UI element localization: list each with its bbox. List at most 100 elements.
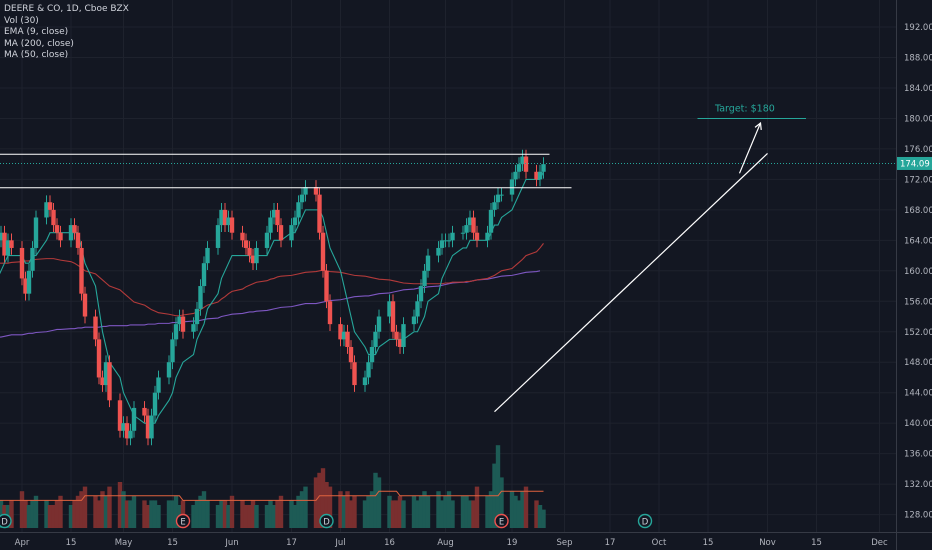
candle-body [19, 247, 25, 279]
candle-body [474, 232, 480, 241]
volume-bar [131, 495, 137, 528]
volume-bar [341, 495, 347, 528]
candle-body [492, 202, 497, 210]
candle-body [2, 232, 7, 256]
volume-bar [436, 491, 441, 528]
candle-body [317, 194, 322, 233]
candle-body [537, 171, 543, 180]
candle-body [324, 270, 329, 302]
indicator-ema[interactable]: EMA (9, close) [4, 27, 69, 37]
volume-bar [0, 500, 4, 528]
volume-bar [485, 495, 490, 528]
candle-body [366, 362, 371, 378]
volume-bar [9, 500, 14, 528]
volume-bar [460, 495, 466, 528]
x-tick-label: 15 [703, 538, 714, 548]
volume-bar [82, 486, 88, 528]
candle-body [250, 255, 256, 264]
candle-body [488, 209, 494, 233]
candle-body [75, 232, 81, 248]
volume-bar [75, 495, 81, 528]
volume-bar [145, 505, 151, 528]
candle-body [369, 346, 375, 363]
candle-body [394, 331, 399, 340]
marker-letter: E [180, 518, 185, 528]
candle-body [271, 209, 277, 218]
marker-letter: D [1, 518, 8, 528]
candle-body [411, 316, 417, 325]
candle-body [268, 217, 273, 233]
earnings-marker: E [175, 513, 191, 529]
x-tick-label: Jul [334, 538, 345, 548]
candle-body [467, 217, 473, 226]
candle-body [415, 301, 420, 317]
volume-bar [411, 495, 417, 528]
x-tick-label: 15 [66, 538, 77, 548]
x-tick-label: 15 [811, 538, 822, 548]
volume-bar [170, 500, 175, 528]
volume-bar [205, 500, 210, 528]
candle-body [30, 247, 35, 271]
x-tick-label: Apr [15, 538, 30, 548]
candle-body [439, 240, 445, 248]
candle-body [464, 225, 469, 233]
candle-body [198, 286, 203, 309]
volume-bar [117, 482, 123, 528]
candle-body [51, 209, 56, 226]
volume-bar [425, 495, 431, 528]
volume-bar [327, 486, 333, 528]
volume-bar [100, 491, 105, 528]
volume-bar [47, 505, 53, 528]
ma50-line [0, 243, 544, 317]
candle-body [194, 308, 200, 325]
volume-bar [422, 491, 427, 528]
candle-body [352, 362, 357, 386]
last-price-badge [897, 156, 932, 170]
candle-body [513, 171, 518, 180]
indicator-ma200[interactable]: MA (200, close) [4, 38, 74, 49]
candle-body [201, 263, 207, 287]
volume-ma-line [0, 490, 544, 501]
x-tick-label: 17 [605, 538, 616, 548]
volume-bar [121, 491, 126, 528]
volume-bar [495, 445, 501, 528]
candle-body [422, 270, 427, 287]
candle-body [275, 209, 280, 226]
volume-bar [394, 500, 399, 528]
volume-bar [33, 495, 39, 528]
indicator-volume[interactable]: Vol (30) [4, 15, 39, 26]
volume-bar [54, 500, 60, 528]
volume-bars [0, 445, 546, 528]
candle-body [418, 286, 424, 302]
volume-bar [68, 505, 74, 528]
candle-body [509, 179, 515, 195]
candle-body [243, 240, 249, 248]
candle-body [121, 423, 126, 431]
candle-body [436, 247, 441, 256]
candle-body [72, 225, 77, 233]
candle-body [58, 232, 63, 241]
volume-bar [537, 505, 543, 528]
volume-bar [471, 500, 476, 528]
candle-body [264, 232, 270, 248]
candle-body [96, 339, 102, 378]
chart-legend: DEERE & CO, 1D, Cboe BZX Vol (30) EMA (9… [4, 4, 129, 62]
volume-bar [415, 500, 420, 528]
volume-bar [443, 495, 448, 528]
candle-body [495, 194, 501, 203]
y-tick-label: 132.00 [904, 480, 932, 490]
indicator-ma50[interactable]: MA (50, close) [4, 50, 69, 60]
candle-body [44, 202, 49, 218]
volume-bar [348, 500, 354, 528]
volume-bar [96, 500, 102, 528]
volume-bar [376, 477, 382, 528]
volume-bar [226, 505, 231, 528]
candle-body [142, 407, 147, 416]
candle-body [443, 240, 448, 242]
candle-body [191, 324, 196, 332]
candle-body [26, 270, 32, 294]
volume-bar [191, 505, 196, 528]
volume-bar [338, 491, 343, 528]
candle-body [149, 415, 154, 439]
